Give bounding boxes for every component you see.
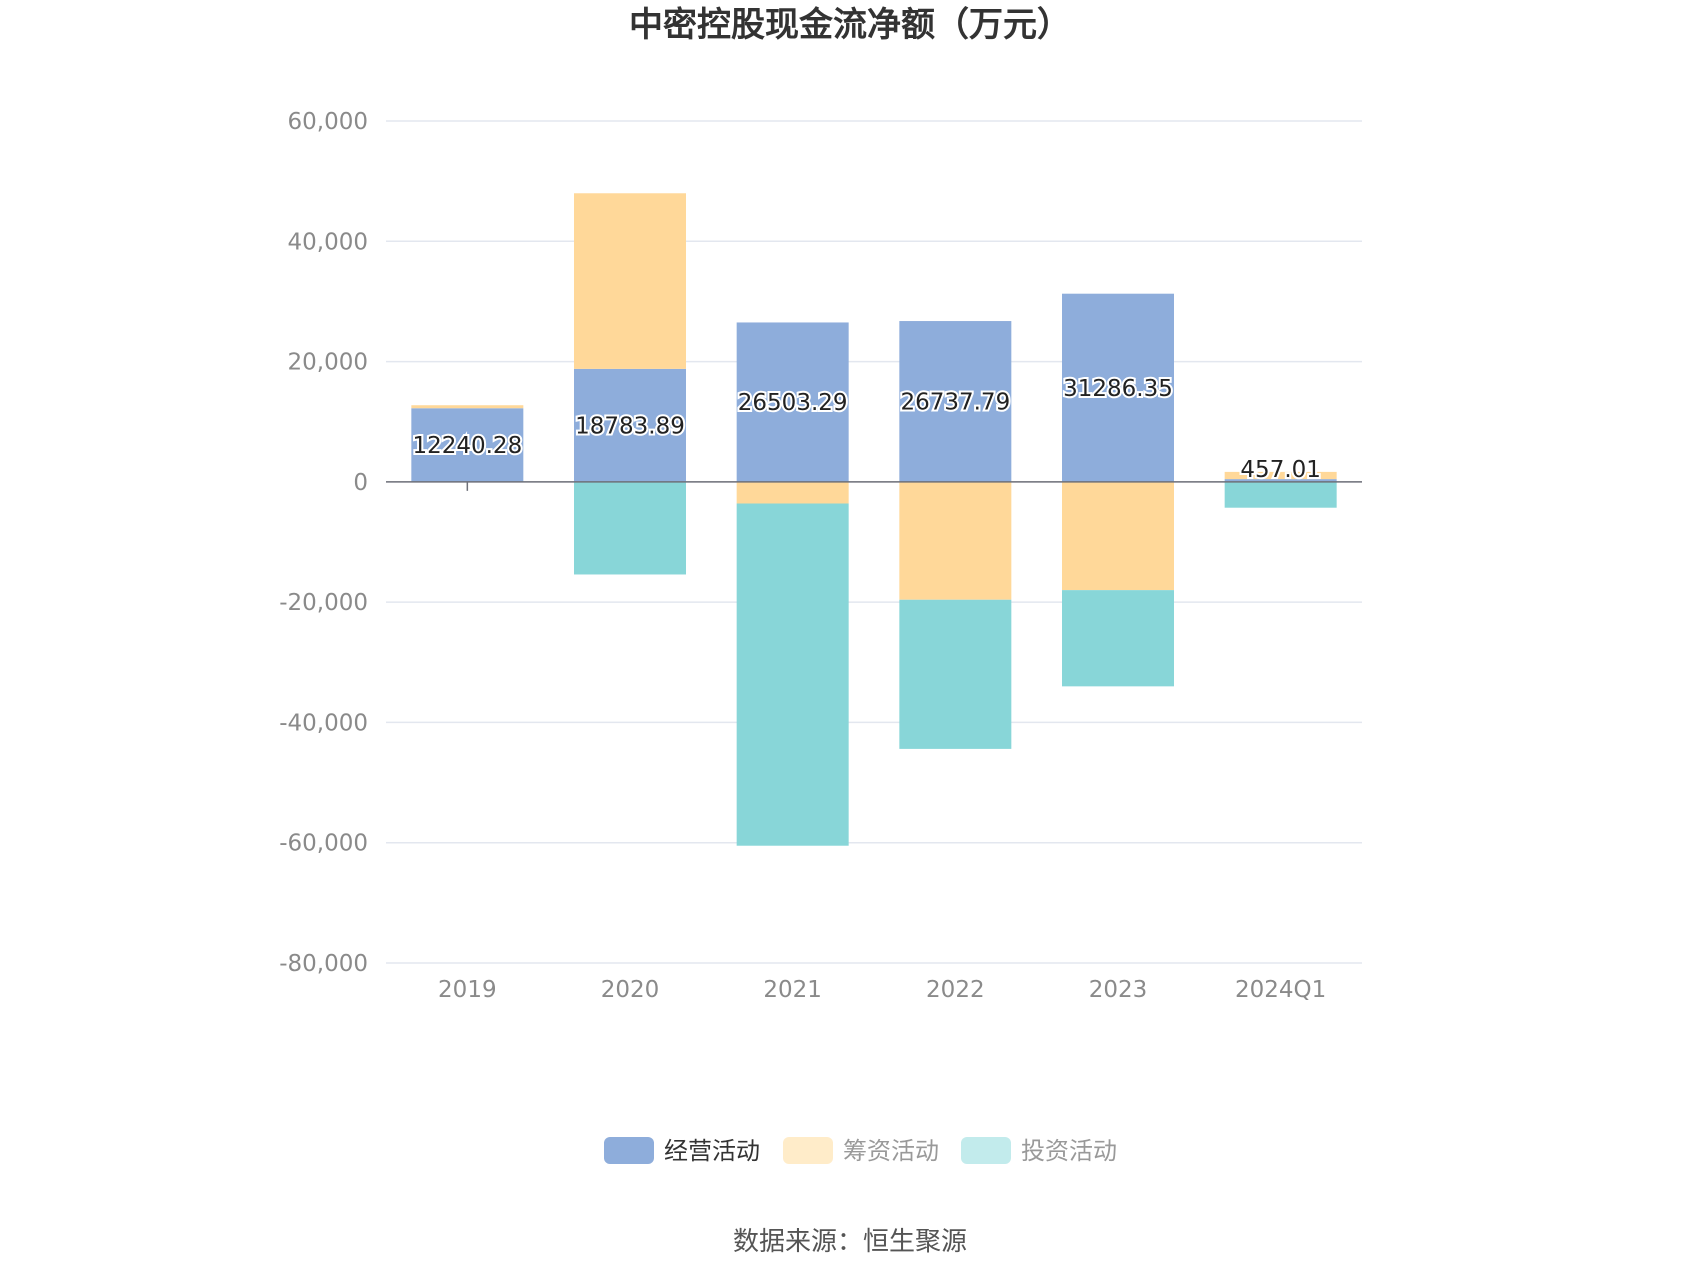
bar-2019-series-1	[411, 405, 524, 409]
y-tick-label: -60,000	[279, 831, 368, 857]
bar-2019-series-0	[411, 408, 524, 482]
bar-2024Q1-series-0	[1224, 479, 1337, 482]
y-tick-label: 60,000	[288, 109, 368, 135]
x-tick-label: 2021	[763, 977, 822, 1003]
y-tick-label: -20,000	[279, 590, 368, 616]
bar-2020-series-0	[574, 368, 686, 482]
bar-2021-series-2	[736, 503, 849, 846]
y-tick-label: -40,000	[279, 710, 368, 736]
x-tick-label: 2022	[926, 977, 985, 1003]
data-label: 26503.29	[738, 390, 848, 416]
bar-2021-series-1	[736, 481, 849, 504]
y-tick-label: 0	[353, 470, 368, 496]
grid-lines	[386, 120, 1362, 964]
x-tick-label: 2024Q1	[1235, 977, 1326, 1003]
y-tick-label: 20,000	[288, 350, 368, 376]
source-note: 数据来源：恒生聚源	[733, 1227, 967, 1257]
data-label: 12240.28	[412, 433, 522, 459]
bars	[411, 193, 1337, 846]
bar-2021-series-0	[736, 322, 849, 482]
y-tick-label: -80,000	[279, 951, 368, 977]
bar-2022-series-1	[899, 481, 1012, 600]
bar-2024Q1-series-1	[1224, 471, 1337, 480]
data-label: 26737.79	[900, 389, 1010, 415]
legend-swatch[interactable]	[961, 1137, 1011, 1164]
x-tick-label: 2019	[438, 977, 497, 1003]
legend-swatch[interactable]	[783, 1137, 833, 1164]
bar-2020-series-2	[574, 481, 686, 575]
chart-title: 中密控股现金流净额（万元）	[629, 5, 1071, 45]
data-label: 31286.35	[1063, 376, 1173, 402]
bar-2022-series-2	[899, 599, 1012, 749]
y-axis: 60,000 40,000 20,000 0 -20,000 -40,000 -60,000…	[279, 109, 368, 977]
data-label: 457.01	[1240, 457, 1320, 483]
y-tick-label: 40,000	[288, 229, 368, 255]
legend: 经营活动 筹资活动 投资活动	[604, 1137, 1117, 1165]
bar-2023-series-0	[1062, 293, 1174, 482]
legend-label[interactable]: 筹资活动	[843, 1137, 939, 1165]
x-tick-label: 2023	[1089, 977, 1148, 1003]
bar-2023-series-2	[1062, 590, 1174, 687]
legend-swatch[interactable]	[604, 1137, 654, 1164]
data-labels: 12240.28 18783.89 26503.29 26737.79 31286.35…	[410, 374, 1322, 485]
bar-2023-series-1	[1062, 481, 1174, 591]
bar-2024Q1-series-2	[1224, 481, 1337, 508]
bar-2020-series-1	[574, 193, 686, 369]
bar-2022-series-0	[899, 321, 1012, 482]
legend-label[interactable]: 投资活动	[1021, 1137, 1117, 1165]
x-axis: 2019 2020 2021 2022 2023 2024Q1	[438, 481, 1326, 1003]
legend-label[interactable]: 经营活动	[664, 1137, 760, 1165]
data-label: 18783.89	[575, 413, 685, 439]
x-tick-label: 2020	[601, 977, 660, 1003]
